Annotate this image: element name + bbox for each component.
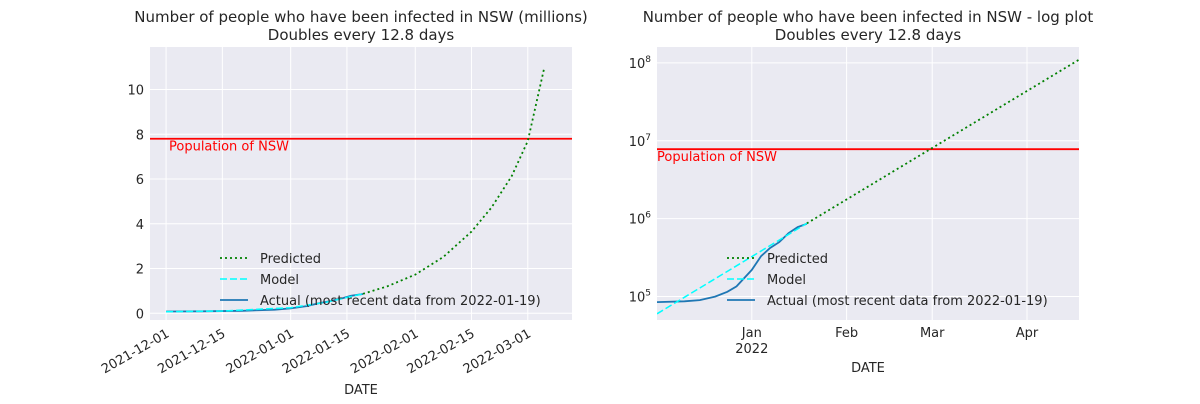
chart-subtitle: Doubles every 12.8 days bbox=[775, 26, 962, 44]
chart-title: Number of people who have been infected … bbox=[643, 8, 1094, 26]
y-tick-exponent: 6 bbox=[645, 211, 651, 221]
series-group bbox=[150, 69, 572, 313]
y-tick-exponent: 7 bbox=[645, 133, 651, 143]
x-axis-label: DATE bbox=[851, 361, 885, 376]
chart-panel-1: 02468102021-12-012021-12-152022-01-01202… bbox=[99, 8, 588, 398]
series-line-model bbox=[657, 222, 808, 315]
y-tick-exponent: 8 bbox=[645, 55, 651, 65]
chart-subtitle: Doubles every 12.8 days bbox=[268, 26, 455, 44]
y-tick-label: 105 bbox=[629, 289, 651, 306]
y-tick-base: 10 bbox=[629, 57, 646, 72]
legend-label: Predicted bbox=[260, 252, 321, 267]
legend-label: Predicted bbox=[767, 252, 828, 267]
population-label: Population of NSW bbox=[657, 150, 777, 165]
x-tick-label: Apr bbox=[1016, 326, 1039, 341]
y-tick-label: 8 bbox=[136, 128, 144, 143]
series-group bbox=[657, 58, 1079, 315]
x-tick-label: Jan bbox=[741, 326, 762, 341]
legend-label: Actual (most recent data from 2022-01-19… bbox=[767, 294, 1048, 309]
y-tick-base: 10 bbox=[629, 135, 646, 150]
series-line-model bbox=[166, 293, 364, 313]
y-tick-exponent: 5 bbox=[645, 289, 651, 299]
chart-title: Number of people who have been infected … bbox=[134, 8, 588, 26]
y-tick-label: 4 bbox=[136, 218, 144, 233]
series-line-predicted bbox=[362, 69, 545, 295]
legend-label: Model bbox=[767, 273, 806, 288]
y-tick-label: 108 bbox=[629, 55, 652, 72]
y-tick-label: 107 bbox=[629, 133, 651, 150]
y-tick-label: 6 bbox=[136, 173, 144, 188]
plot-area bbox=[150, 47, 572, 320]
series-line-actual bbox=[657, 222, 808, 303]
y-tick-label: 2 bbox=[136, 263, 144, 278]
y-tick-label: 0 bbox=[136, 307, 144, 322]
x-tick-label: Feb bbox=[835, 326, 858, 341]
population-label: Population of NSW bbox=[169, 140, 289, 155]
legend-label: Model bbox=[260, 273, 299, 288]
y-tick-base: 10 bbox=[629, 213, 646, 228]
y-tick-label: 106 bbox=[629, 211, 652, 228]
x-tick-label: Mar bbox=[920, 326, 945, 341]
y-tick-label: 10 bbox=[127, 84, 144, 99]
x-axis-label: DATE bbox=[344, 383, 378, 398]
plot-area bbox=[657, 47, 1079, 320]
legend-label: Actual (most recent data from 2022-01-19… bbox=[260, 294, 541, 309]
x-tick-sublabel: 2022 bbox=[735, 342, 768, 357]
y-tick-base: 10 bbox=[629, 291, 646, 306]
